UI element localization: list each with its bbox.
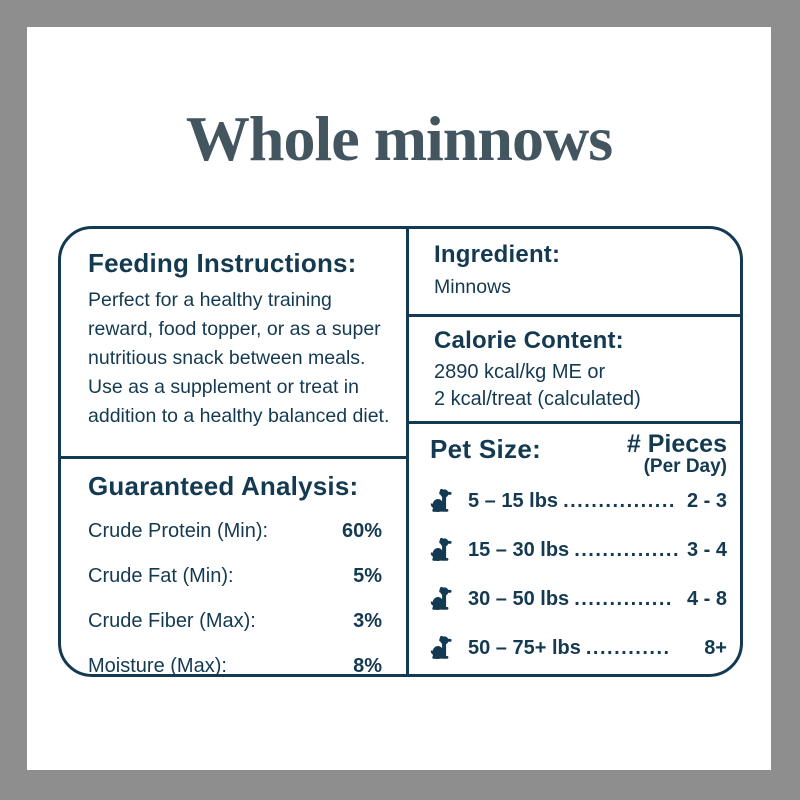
pieces-subheading: (Per Day): [643, 456, 727, 478]
analysis-label: Moisture (Max):: [88, 654, 227, 677]
analysis-row: Moisture (Max): 8%: [88, 644, 382, 689]
dog-icon: [430, 635, 453, 662]
dog-icon: [430, 537, 453, 564]
dot-leader: ............: [585, 637, 671, 660]
analysis-value: 3%: [353, 609, 382, 632]
pet-size-row: 30 – 50 lbs .............. 4 - 8: [430, 575, 727, 624]
pieces-value: 2 - 3: [686, 490, 727, 513]
pet-size-row: 5 – 15 lbs ................ 2 - 3: [430, 477, 727, 526]
weight-range: 30 – 50 lbs: [468, 588, 570, 611]
pet-size-row: 50 – 75+ lbs ............ 8+: [430, 624, 727, 673]
analysis-row: Crude Protein (Min): 60%: [88, 509, 382, 554]
divider: [406, 229, 409, 674]
guaranteed-analysis-section: Guaranteed Analysis: Crude Protein (Min)…: [61, 459, 406, 677]
analysis-value: 8%: [353, 654, 382, 677]
page-title: Whole minnows: [185, 103, 613, 174]
ingredient-heading: Ingredient:: [434, 241, 561, 268]
label-card: Whole minnows Feeding Instructions: Perf…: [27, 27, 771, 770]
calorie-line-2: 2 kcal/treat (calculated): [434, 388, 641, 411]
pet-size-row: 15 – 30 lbs ............... 3 - 4: [430, 526, 727, 575]
analysis-row: Crude Fat (Min): 5%: [88, 554, 382, 599]
divider: [61, 456, 406, 459]
analysis-value: 5%: [353, 564, 382, 587]
analysis-label: Crude Fat (Min):: [88, 564, 234, 587]
pieces-heading-block: # Pieces (Per Day): [627, 431, 727, 477]
feeding-instructions-text: Perfect for a healthy training reward, f…: [88, 288, 390, 427]
analysis-row: Crude Fiber (Max): 3%: [88, 599, 382, 644]
ingredient-text: Minnows: [434, 276, 511, 299]
dog-icon: [430, 586, 453, 613]
dot-leader: ...............: [574, 539, 681, 562]
info-box: Feeding Instructions: Perfect for a heal…: [58, 226, 743, 677]
calorie-line-1: 2890 kcal/kg ME or: [434, 361, 606, 384]
dot-leader: ................: [563, 490, 676, 513]
pet-size-heading: Pet Size:: [430, 434, 542, 464]
ingredient-section: Ingredient: Minnows: [409, 229, 743, 314]
analysis-label: Crude Fiber (Max):: [88, 609, 256, 632]
pet-size-header: Pet Size: # Pieces (Per Day): [430, 431, 727, 477]
analysis-label: Crude Protein (Min):: [88, 519, 269, 542]
pet-size-section: Pet Size: # Pieces (Per Day) 5 – 15 lbs …: [409, 424, 743, 677]
pieces-value: 4 - 8: [686, 588, 727, 611]
calorie-content-heading: Calorie Content:: [434, 327, 624, 354]
divider: [409, 421, 743, 424]
dog-icon: [430, 488, 453, 515]
weight-range: 5 – 15 lbs: [468, 490, 559, 513]
weight-range: 15 – 30 lbs: [468, 539, 570, 562]
pieces-heading: # Pieces: [626, 430, 727, 458]
analysis-value: 60%: [341, 519, 382, 542]
feeding-instructions-heading: Feeding Instructions:: [88, 248, 357, 278]
dot-leader: ..............: [574, 588, 673, 611]
pieces-value: 3 - 4: [686, 539, 727, 562]
feeding-instructions-section: Feeding Instructions: Perfect for a heal…: [61, 229, 406, 456]
guaranteed-analysis-heading: Guaranteed Analysis:: [88, 471, 359, 501]
calorie-content-section: Calorie Content: 2890 kcal/kg ME or 2 kc…: [409, 317, 743, 421]
pieces-value: 8+: [704, 637, 727, 660]
divider: [409, 314, 743, 317]
weight-range: 50 – 75+ lbs: [468, 637, 581, 660]
